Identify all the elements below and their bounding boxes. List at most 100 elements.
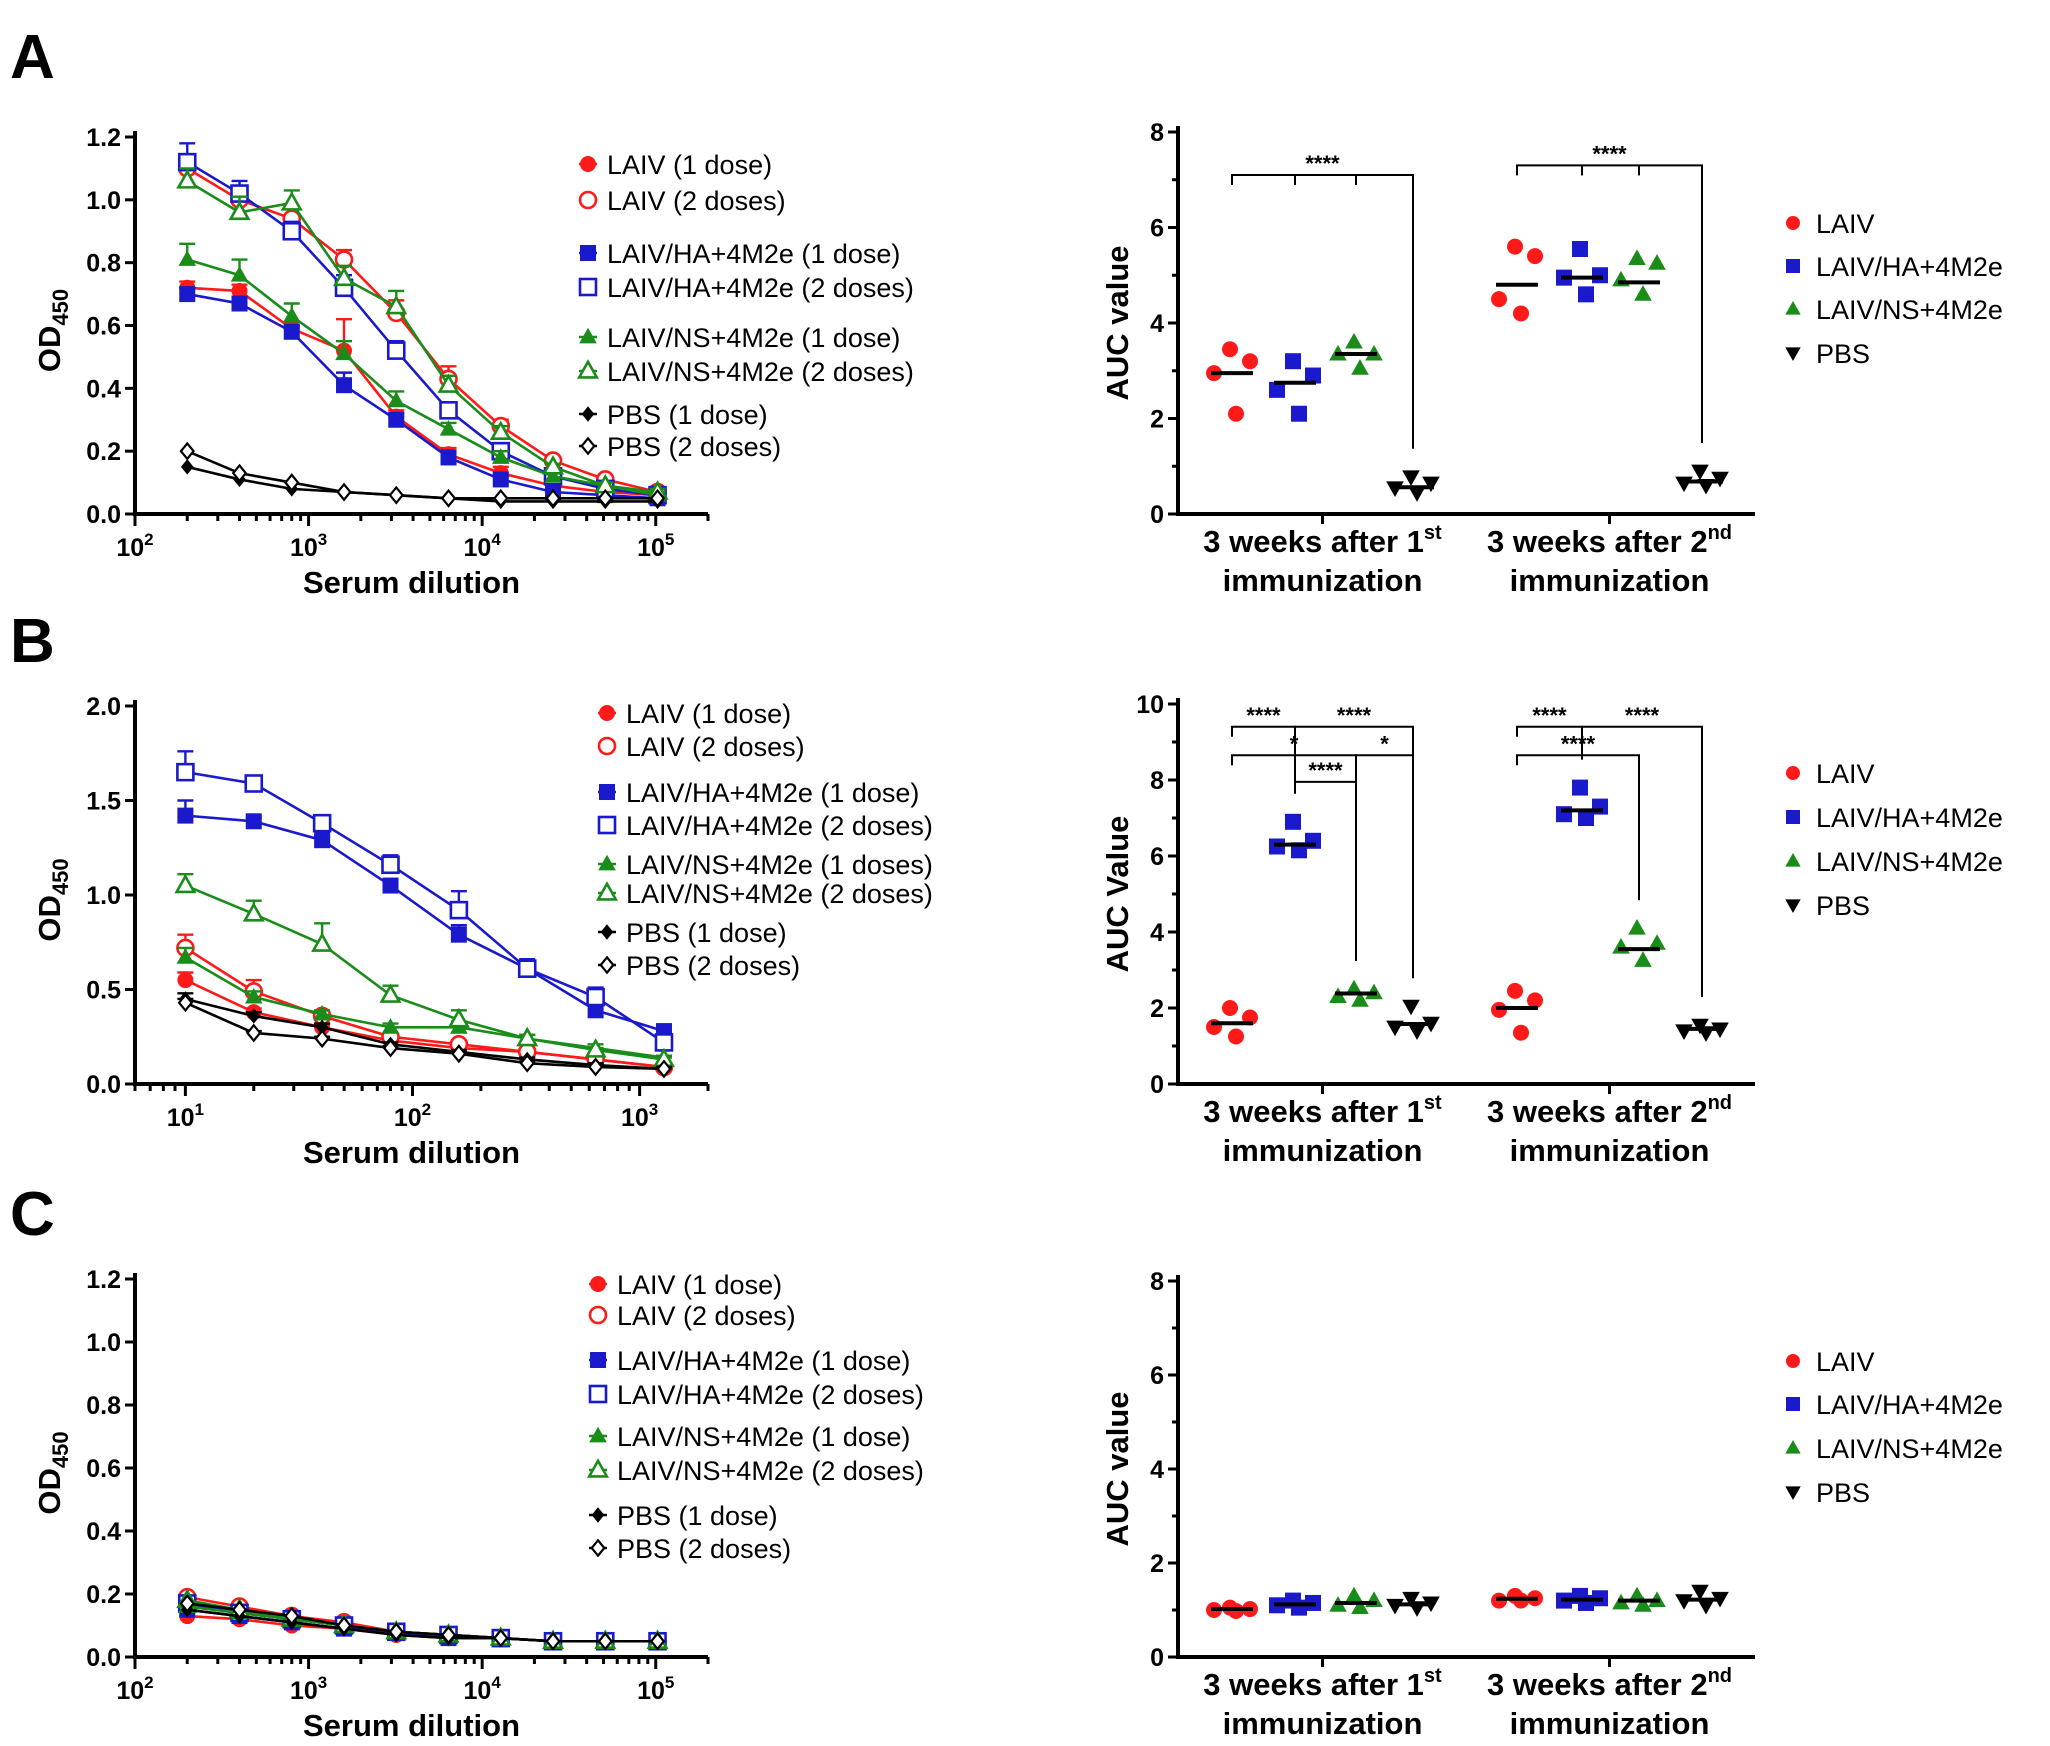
bracket-line [1355,754,1414,979]
legend-label: PBS (1 dose) [626,918,787,948]
legend-label: LAIV/HA+4M2e (2 doses) [607,273,914,303]
bracket-line [1516,725,1583,760]
legend-marker [1786,216,1800,230]
dot-series-3 [1386,1591,1440,1617]
legend-marker [599,955,615,975]
data-point [388,411,405,428]
dot-point [1675,1594,1693,1610]
data-point [386,341,406,360]
data-point [584,1038,607,1058]
dot-series-2 [1612,249,1666,301]
x-tick-label: 103 [290,1673,327,1705]
x-tick-label: 102 [394,1100,431,1132]
dot-series-0 [1206,1599,1258,1619]
data-point [516,1026,539,1047]
series-line [184,946,665,1069]
y-tick-label: 0 [1150,1071,1164,1099]
x-tick-label: 102 [116,530,153,562]
dot-series-1 [1269,353,1321,422]
y-axis-title: AUC Value [1100,816,1135,973]
dot-point [1578,286,1594,303]
series-line [184,1001,665,1071]
data-point [387,391,406,408]
y-tick-label: 0.8 [86,250,121,278]
series-line [186,179,658,494]
y-tick-label: 2.0 [86,693,121,721]
significance-bracket: **** [1516,731,1640,901]
dot-point [1291,1599,1307,1616]
x-category-label-2: immunization [1223,1133,1423,1168]
y-tick-label: 0.4 [86,1518,121,1546]
legend-marker [598,854,616,871]
legend-label: PBS (1 dose) [617,1501,778,1531]
legend-label: PBS (2 doses) [607,432,781,462]
legend-marker [595,881,619,901]
data-point [244,987,263,1004]
legend-label: LAIV (1 dose) [607,150,772,180]
dot-point [1491,291,1507,308]
x-category-label-2: immunization [1510,1706,1710,1741]
panel-a: A 0.0 0.2 0.4 0.6 0.8 1.0 1.2 102 103 104 105 Serum … [10,23,2003,600]
significance-label: * [1380,731,1389,756]
dot-point [1507,238,1523,255]
data-point [544,467,562,483]
y-tick-label: 2 [1150,1550,1164,1578]
dot-series-0 [1206,1000,1258,1045]
legend-marker [586,1458,610,1478]
y-tick-label: 0.6 [86,1455,121,1483]
bracket-line [1231,173,1414,449]
dot-point [1285,813,1301,830]
legend-marker [580,156,596,172]
dot-point [1242,353,1258,370]
legend-marker [597,815,617,835]
panel-letter: C [10,1180,55,1249]
significance-bracket: **** [1516,703,1583,760]
dot-point [1572,779,1588,796]
y-tick-label: 0.2 [86,1581,121,1609]
x-category-label: 3 weeks after 1st [1203,1665,1442,1702]
series-line [184,956,665,1059]
y-tick-label: 0.8 [86,1392,121,1420]
data-point [179,441,195,461]
significance-bracket: **** [1231,151,1414,449]
legend-marker [1785,852,1801,867]
dot-series-3 [1386,470,1440,502]
data-point [280,191,303,211]
x-category-label: 3 weeks after 1st [1203,522,1442,559]
legend-label: LAIV/HA+4M2e (1 dose) [607,239,900,269]
x-category-label-2: immunization [1223,563,1423,598]
data-point [312,813,332,833]
significance-label: **** [1305,151,1340,176]
data-point [439,401,458,420]
dot-point [1513,1024,1529,1041]
data-point [656,1059,672,1079]
legend-marker [591,1507,605,1523]
y-axis-title: OD450 [32,858,73,941]
dot-point [1345,332,1363,349]
y-axis-title: AUC value [1100,245,1135,400]
data-point [545,1631,561,1651]
data-point [180,459,194,475]
data-point [177,993,194,1013]
y-tick-label: 0.4 [86,375,121,403]
data-point [379,983,402,1003]
series-line [186,258,658,497]
data-point [282,221,302,241]
data-point [440,488,457,508]
data-point [313,1004,331,1021]
significance-bracket: * [1355,731,1414,979]
data-point [382,1038,399,1058]
data-point [493,1628,509,1648]
x-tick-label: 103 [621,1100,658,1132]
y-tick-label: 6 [1150,843,1164,871]
dot-point [1675,476,1693,493]
dot-chart: 0 2 4 6 8 AUC value 3 weeks after 1st immunizat… [1100,119,2003,598]
legend-label: LAIV (1 dose) [617,1270,782,1300]
y-tick-label: 1.2 [86,124,121,152]
data-point [649,1631,666,1651]
dot-point [1612,938,1630,954]
data-point [388,1622,404,1642]
dot-point [1578,1594,1594,1611]
significance-label: **** [1246,703,1281,728]
